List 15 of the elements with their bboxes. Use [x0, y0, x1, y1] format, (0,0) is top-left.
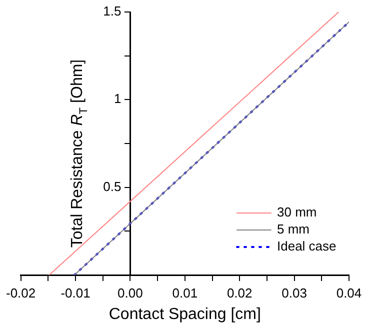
legend-label: 5 mm	[277, 222, 310, 237]
legend-label: 30 mm	[277, 204, 317, 220]
x-tick-label: 0.02	[226, 285, 252, 300]
y-tick-label: 0.5	[103, 178, 122, 194]
x-tick-label: -0.01	[60, 285, 90, 300]
y-axis-title: Total Resistance RT [Ohm]	[69, 59, 90, 248]
x-tick-label: 0.03	[282, 285, 307, 300]
legend-label: Ideal case	[277, 238, 336, 254]
x-tick-label: 0.01	[172, 285, 198, 300]
x-tick-label: 0.00	[118, 285, 143, 300]
x-tick-label: 0.04	[336, 285, 362, 300]
y-tick-label: 1	[114, 91, 122, 106]
x-tick-label: -0.02	[6, 285, 36, 300]
y-tick-label: 1.5	[103, 4, 122, 19]
x-axis-title: Contact Spacing [cm]	[108, 306, 261, 323]
